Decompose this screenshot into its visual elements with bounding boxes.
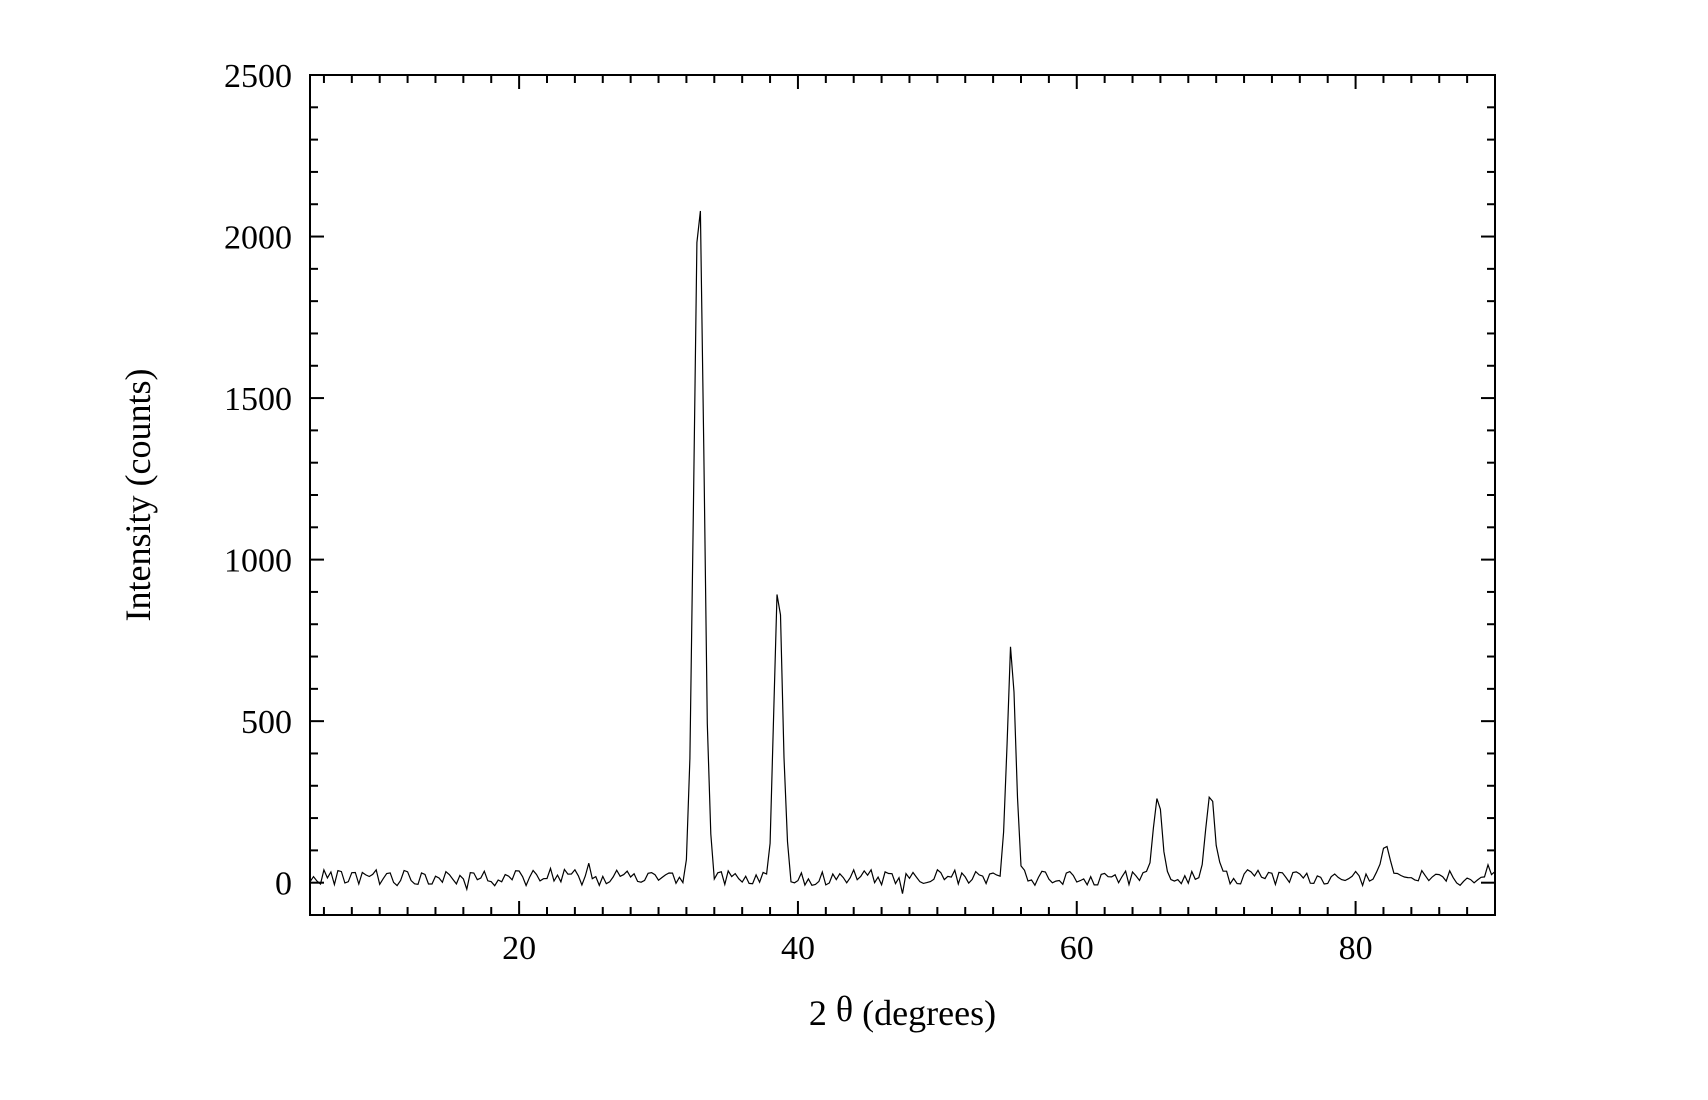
svg-text:2500: 2500 [224, 58, 292, 95]
svg-text:80: 80 [1339, 930, 1373, 967]
svg-text:2 θ (degrees): 2 θ (degrees) [809, 989, 996, 1033]
svg-text:0: 0 [275, 866, 292, 903]
svg-text:1000: 1000 [224, 543, 292, 580]
xrd-chart: 20 40 60 80 2 θ (degrees) 0 500 1000 1500 2000 250… [0, 0, 1708, 1100]
chart-svg: 20 40 60 80 2 θ (degrees) 0 500 1000 1500 2000 250… [0, 0, 1708, 1100]
svg-text:Intensity (counts): Intensity (counts) [118, 369, 158, 622]
svg-text:60: 60 [1060, 930, 1094, 967]
svg-text:40: 40 [781, 930, 815, 967]
svg-text:20: 20 [502, 930, 536, 967]
svg-text:1500: 1500 [224, 381, 292, 418]
svg-text:500: 500 [241, 704, 292, 741]
svg-text:2000: 2000 [224, 220, 292, 257]
